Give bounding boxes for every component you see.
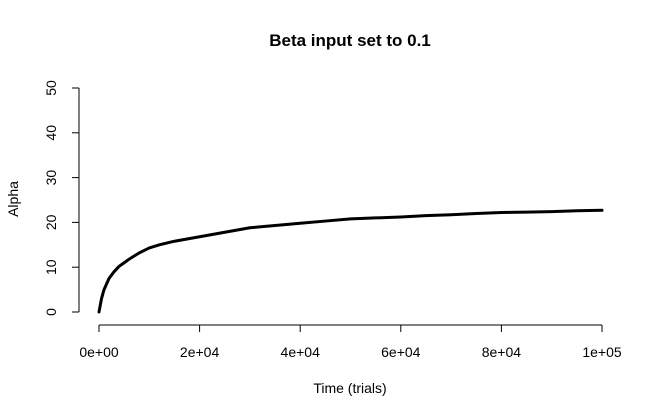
x-tick-label: 8e+04	[482, 344, 522, 360]
x-tick-label: 6e+04	[381, 344, 421, 360]
x-tick-label: 4e+04	[281, 344, 321, 360]
y-tick-label: 0	[43, 308, 59, 316]
y-tick-label: 40	[43, 125, 59, 141]
y-tick-label: 20	[43, 214, 59, 230]
y-tick-label: 30	[43, 170, 59, 186]
x-axis: 0e+00 2e+04 4e+04 6e+04 8e+04 1e+05	[79, 324, 622, 360]
x-axis-label: Time (trials)	[313, 380, 386, 396]
x-ticks: 0e+00 2e+04 4e+04 6e+04 8e+04 1e+05	[79, 325, 622, 360]
x-tick-label: 1e+05	[582, 344, 622, 360]
y-tick-label: 10	[43, 259, 59, 275]
y-ticks: 0 10 20 30 40 50	[43, 80, 79, 316]
series-line	[97, 208, 604, 314]
y-axis: 0 10 20 30 40 50	[43, 80, 80, 316]
x-tick-label: 0e+00	[79, 344, 119, 360]
x-tick-label: 2e+04	[180, 344, 220, 360]
chart-title: Beta input set to 0.1	[269, 31, 431, 50]
y-axis-label: Alpha	[5, 181, 21, 217]
y-tick-label: 50	[43, 80, 59, 96]
series-points	[98, 210, 603, 313]
